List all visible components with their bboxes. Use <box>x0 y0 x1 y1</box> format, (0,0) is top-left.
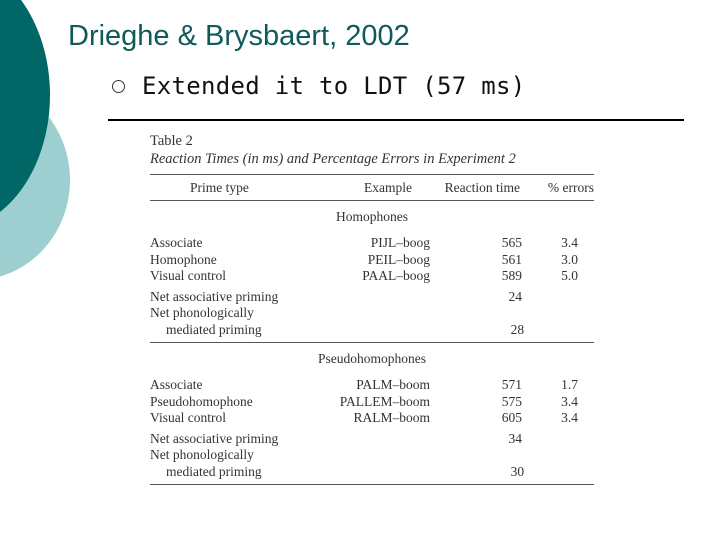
cell-prime: Net associative priming <box>150 430 279 446</box>
cell-errors: 3.0 <box>561 251 578 267</box>
table-bottom-rule <box>150 484 594 485</box>
cell-example: PAAL–boog <box>362 268 430 283</box>
hollow-circle-bullet-icon <box>112 80 125 94</box>
cell-prime: mediated priming <box>166 463 262 479</box>
cell-prime: Associate <box>150 235 203 250</box>
header-prime-type: Prime type <box>190 180 249 195</box>
cell-prime: Homophone <box>150 251 217 267</box>
slide-title: Drieghe & Brysbaert, 2002 <box>68 20 410 52</box>
cell-rt: 571 <box>501 377 522 392</box>
table-row-net-phonological: Net phonologically <box>150 305 594 322</box>
results-table: Table 2 Reaction Times (in ms) and Perce… <box>150 133 594 485</box>
section-rule <box>150 342 594 343</box>
cell-prime: Net associative priming <box>150 288 279 304</box>
cell-rt: 34 <box>508 430 523 446</box>
cell-prime: mediated priming <box>166 321 262 337</box>
table-header-rule <box>150 200 594 201</box>
cell-errors: 3.4 <box>561 235 578 250</box>
cell-prime: Visual control <box>150 268 227 283</box>
table-header-row: Prime type Example Reaction time % error… <box>150 175 594 200</box>
bullet-item: Extended it to LDT (57 ms) <box>112 72 525 100</box>
cell-example: PIJL–boog <box>370 235 430 250</box>
table-top-rule <box>150 174 594 175</box>
table-row: Associate PIJL–boog 565 3.4 <box>150 235 594 252</box>
cell-example: PEIL–boog <box>367 251 430 267</box>
table-row-net-phonological: Net phonologically <box>150 447 594 464</box>
table-row: Homophone PEIL–boog 561 3.0 <box>150 252 594 269</box>
cell-errors: 5.0 <box>561 268 578 283</box>
cell-example: RALM–boom <box>353 410 430 425</box>
header-reaction-time: Reaction time <box>444 180 520 195</box>
bullet-text: Extended it to LDT (57 ms) <box>142 72 526 100</box>
table-row: Pseudohomophone PALLEM–boom 575 3.4 <box>150 394 594 411</box>
table-row: Visual control PAAL–boog 589 5.0 <box>150 268 594 285</box>
cell-prime: Net phonologically <box>150 447 254 462</box>
decorative-circles <box>0 0 80 300</box>
cell-rt: 24 <box>508 288 523 304</box>
table-label: Table 2 <box>150 133 193 149</box>
section-heading-pseudohomophones: Pseudohomophones <box>318 351 426 366</box>
header-errors: % errors <box>547 180 594 195</box>
cell-rt: 30 <box>510 463 525 479</box>
cell-errors: 3.4 <box>561 393 578 409</box>
cell-prime: Net phonologically <box>150 305 254 320</box>
cell-rt: 589 <box>501 268 522 283</box>
cell-rt: 575 <box>501 393 522 409</box>
cell-prime: Associate <box>150 377 203 392</box>
cell-example: PALLEM–boom <box>339 393 430 409</box>
cell-example: PALM–boom <box>356 377 430 392</box>
cell-rt: 565 <box>501 235 522 250</box>
cell-rt: 605 <box>501 410 522 425</box>
horizontal-rule <box>108 119 684 121</box>
table-row: Visual control RALM–boom 605 3.4 <box>150 410 594 427</box>
cell-prime: Visual control <box>150 410 227 425</box>
table-row-net-phonological-cont: mediated priming 30 <box>150 464 594 481</box>
section-heading-homophones: Homophones <box>336 209 408 224</box>
table-row-net-associative: Net associative priming 34 <box>150 431 594 448</box>
cell-errors: 1.7 <box>561 377 578 392</box>
header-example: Example <box>364 180 412 195</box>
cell-rt: 28 <box>510 321 525 337</box>
cell-errors: 3.4 <box>561 410 578 425</box>
cell-rt: 561 <box>501 251 522 267</box>
table-caption: Reaction Times (in ms) and Percentage Er… <box>150 151 516 167</box>
table-row-net-phonological-cont: mediated priming 28 <box>150 322 594 339</box>
table-row: Associate PALM–boom 571 1.7 <box>150 377 594 394</box>
cell-prime: Pseudohomophone <box>150 393 253 409</box>
table-row-net-associative: Net associative priming 24 <box>150 289 594 306</box>
